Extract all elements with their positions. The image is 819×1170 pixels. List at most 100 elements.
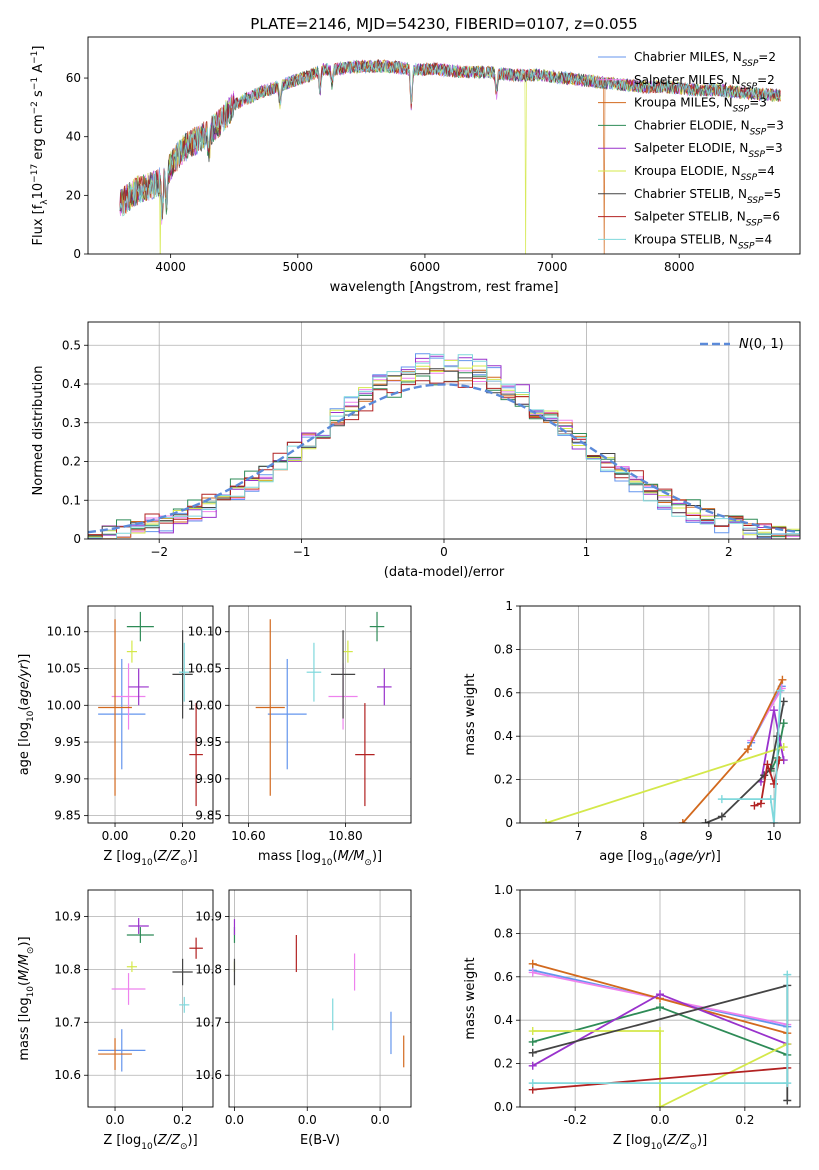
weight-marker xyxy=(717,795,726,804)
y-tick-label: 0 xyxy=(505,816,513,830)
panel-age-vs-mass: 10.60 10.80 9.85 9.90 9.95 10.00 10.05 10.10 mas… xyxy=(188,605,412,868)
x-axis-label-part: )] xyxy=(697,1133,707,1148)
y-tick-label: 0.6 xyxy=(494,686,513,700)
weight-marker xyxy=(528,968,537,977)
weight-marker xyxy=(773,732,782,741)
legend-entry-part: =3 xyxy=(765,141,783,155)
y-axis-label-part: A xyxy=(31,64,46,77)
x-axis-label: Z [log10(Z/Z⊙)] xyxy=(103,1133,197,1152)
y-tick-label: 10.05 xyxy=(188,662,222,676)
y-tick-label: 0.4 xyxy=(62,377,81,391)
x-axis-label-part: age/yr xyxy=(669,849,712,864)
weight-marker xyxy=(678,819,687,823)
legend-entry: Kroupa MILES, NSSP=3 xyxy=(634,96,767,115)
y-tick-label: 10.9 xyxy=(54,909,81,923)
y-tick-label: 10.8 xyxy=(195,962,222,976)
panel-residual-histogram: −2 −1 0 1 2 0 0.1 0.2 0.3 0.4 0.5 (data-model)/erro… xyxy=(31,321,801,580)
x-axis-label-part: E(B-V) xyxy=(300,1133,340,1148)
legend-entry-part: =6 xyxy=(762,210,780,224)
y-axis-label-part: 10 xyxy=(26,710,36,722)
x-axis-label-part: ⊙ xyxy=(689,1142,697,1152)
legend-entry-part: SSP xyxy=(746,219,763,229)
x-tick-label: 1 xyxy=(583,545,591,559)
weight-marker xyxy=(779,743,788,752)
weight-marker xyxy=(656,1103,664,1107)
y-axis-label-part: −1 xyxy=(30,77,40,90)
y-axis-label-part: ⊙ xyxy=(26,947,36,955)
y-tick-label: 9.90 xyxy=(195,772,222,786)
legend-entry-part: =5 xyxy=(764,187,782,201)
weight-marker xyxy=(766,795,775,804)
x-axis-label-part: ⊙ xyxy=(364,858,372,868)
weight-marker xyxy=(528,1048,537,1057)
x-tick-label: 0.0 xyxy=(298,1113,317,1127)
x-tick-label: 10.80 xyxy=(328,829,362,843)
weight-marker xyxy=(776,686,785,695)
x-axis-label-part: Z [log xyxy=(103,1133,141,1148)
x-axis-label-part: ( xyxy=(662,1133,667,1148)
y-axis-label: Normed distribution xyxy=(31,366,46,496)
y-tick-label: 10.10 xyxy=(47,625,81,639)
y-tick-label: 10.8 xyxy=(54,962,81,976)
weight-marker xyxy=(769,706,778,715)
y-axis-label-part: 10 xyxy=(26,986,36,998)
axes-frame xyxy=(87,605,214,824)
y-tick-label: 9.95 xyxy=(54,735,81,749)
plot-area xyxy=(88,353,800,539)
y-tick-label: 0 xyxy=(73,532,81,546)
x-axis-label-part: Z/Z xyxy=(157,1133,181,1148)
plot-area xyxy=(98,611,203,807)
weight-line-kroupa-stelib xyxy=(721,690,782,823)
x-axis-label-part: 10 xyxy=(651,1142,663,1152)
y-axis-label: mass weight xyxy=(463,957,478,1039)
x-axis-label: age [log10(age/yr)] xyxy=(599,849,721,868)
legend-entry-part: Kroupa ELODIE, N xyxy=(634,164,741,178)
legend-entry-part: SSP xyxy=(741,82,758,92)
x-axis-label: Z [log10(Z/Z⊙)] xyxy=(613,1133,707,1152)
y-tick-label: 10.6 xyxy=(195,1068,222,1082)
weight-marker xyxy=(760,771,769,780)
legend-entry-part: Chabrier STELIB, N xyxy=(634,187,747,201)
legend-entry-part: =2 xyxy=(758,50,776,64)
legend-entry-part: Salpeter STELIB, N xyxy=(634,210,746,224)
legend-entry-part: Kroupa STELIB, N xyxy=(634,232,738,246)
weight-marker xyxy=(528,1061,537,1070)
legend-entry-part: Chabrier MILES, N xyxy=(634,50,742,64)
weight-marker xyxy=(743,745,752,754)
y-tick-label: 10.9 xyxy=(195,909,222,923)
legend-entry: Chabrier STELIB, NSSP=5 xyxy=(634,187,781,206)
plot-area xyxy=(119,58,781,254)
legend-entry-part: =3 xyxy=(766,118,784,132)
y-tick-label: 0.4 xyxy=(494,1013,513,1027)
y-axis-label-part: Flux [f xyxy=(31,204,46,245)
legend-entry-part: =4 xyxy=(754,232,772,246)
legend-entry: Kroupa STELIB, NSSP=4 xyxy=(634,232,772,251)
x-tick-label: −2 xyxy=(150,545,168,559)
x-axis-label-part: ( xyxy=(333,849,338,864)
y-axis-label-part: −17 xyxy=(30,164,40,183)
legend-entry: Salpeter STELIB, NSSP=6 xyxy=(634,210,780,229)
y-axis-label-part: age/yr xyxy=(17,662,32,705)
x-axis-label-part: ⊙ xyxy=(180,858,188,868)
y-axis-label-part: mass [log xyxy=(17,997,32,1060)
legend-entry-part: =4 xyxy=(757,164,775,178)
x-axis-label-part: 10 xyxy=(141,858,153,868)
weight-marker xyxy=(783,970,792,979)
legend-entry: Kroupa ELODIE, NSSP=4 xyxy=(634,164,775,183)
legend-entry-part: SSP xyxy=(733,105,750,115)
legend-entry-part: SSP xyxy=(750,127,767,137)
x-axis-label-part: ( xyxy=(664,849,669,864)
y-axis-label-part: ] xyxy=(31,46,46,51)
y-axis-label-part: −1 xyxy=(30,51,40,64)
y-tick-label: 10.7 xyxy=(195,1015,222,1029)
x-axis-label: (data-model)/error xyxy=(384,565,505,580)
x-axis-label-part: (data-model)/error xyxy=(384,565,505,580)
panel-mass-vs-ebv: 0.0 0.0 0.0 10.6 10.7 10.8 10.9 E(B-V) xyxy=(195,889,412,1148)
x-tick-label: 0.0 xyxy=(105,1113,124,1127)
x-tick-label: 2 xyxy=(725,545,733,559)
y-axis-label-part: )] xyxy=(17,936,32,946)
axes-frame xyxy=(87,321,801,540)
y-axis-label-part: 10 xyxy=(31,183,46,200)
